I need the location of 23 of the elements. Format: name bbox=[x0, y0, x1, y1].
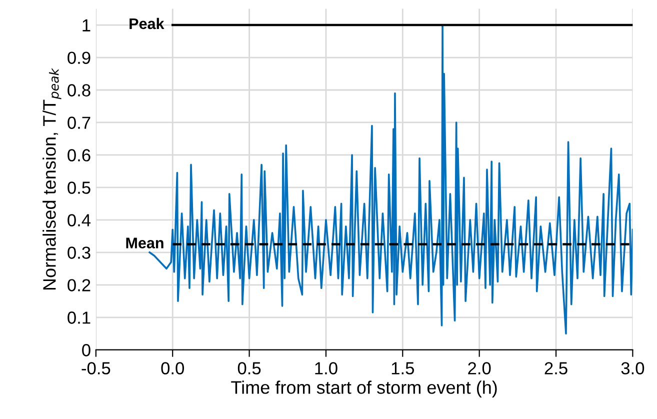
y-tick-label: 0.2 bbox=[68, 279, 90, 292]
y-tick-label: 0.1 bbox=[68, 312, 90, 324]
y-axis-title: Normalised tension, T/T$_{peak}$ bbox=[42, 68, 62, 290]
y-tick-label: 0.6 bbox=[68, 149, 90, 162]
x-tick-label: 0.0 bbox=[161, 362, 184, 374]
x-tick-label: 1.5 bbox=[392, 362, 414, 374]
x-tick-label: 2.0 bbox=[468, 362, 491, 374]
y-tick-label: 0.5 bbox=[68, 182, 90, 194]
y-tick-label: 0.3 bbox=[68, 246, 90, 259]
x-tick-label: -0.5 bbox=[82, 362, 110, 374]
y-tick-label: 0.9 bbox=[68, 52, 90, 64]
x-tick-label: 1.0 bbox=[315, 362, 338, 374]
y-tick-label: 0.4 bbox=[68, 214, 91, 226]
x-tick-label: 0.5 bbox=[238, 362, 261, 374]
series-label: Mean bbox=[126, 238, 164, 248]
x-axis-title: Time from start of storm event (h) bbox=[231, 380, 497, 398]
y-tick-label: 0 bbox=[82, 344, 90, 356]
y-tick-label: 0.8 bbox=[68, 84, 90, 96]
x-tick-label: 3.0 bbox=[621, 362, 644, 374]
x-tick-label: 2.5 bbox=[544, 362, 568, 374]
series-label: Peak bbox=[130, 18, 164, 30]
y-tick-label: 0.7 bbox=[68, 116, 90, 129]
y-tick-label: 1 bbox=[82, 19, 90, 32]
